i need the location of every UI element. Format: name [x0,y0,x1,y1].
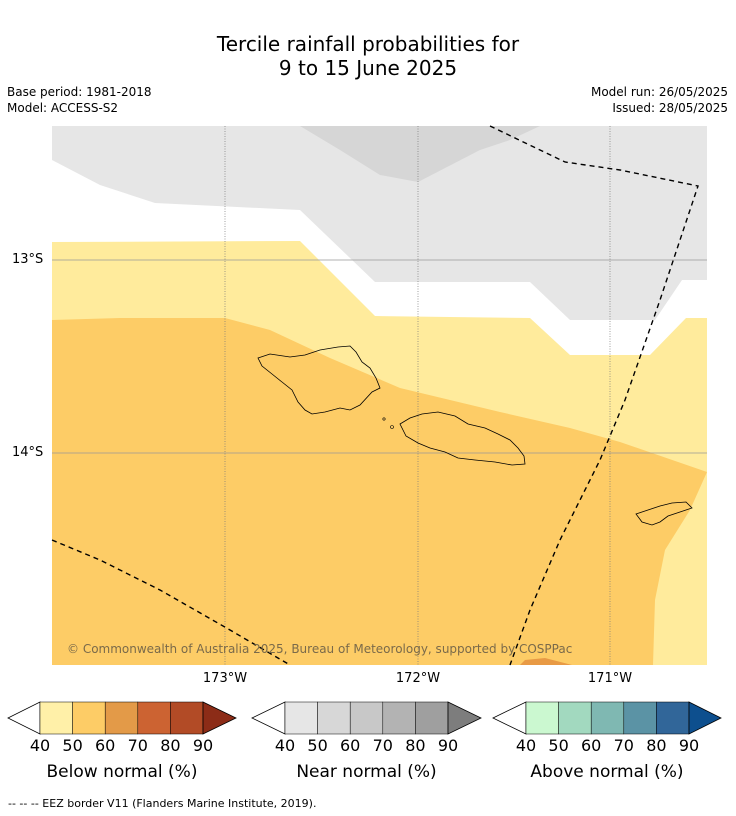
colorbar-segment [104,701,139,735]
title-line-1: Tercile rainfall probabilities for [216,32,520,56]
colorbar-tick-label: 50 [307,736,328,755]
colorbar-segment [317,701,351,735]
colorbar-segment [558,701,592,735]
colorbar-1 [7,701,237,735]
colorbar-tick-label: 40 [274,736,296,755]
base-period: Base period: 1981-2018 [7,85,152,99]
colorbar-segment [623,701,657,735]
colorbar-tick-label: 70 [613,736,634,755]
savaii-island [257,345,381,415]
colorbar-2 [251,701,482,735]
colorbar-tick-label: 60 [340,736,361,755]
model-run: Model run: 26/05/2025 [590,85,728,99]
colorbar-tick-label: 80 [405,736,426,755]
eez-footnote: -- -- -- EEZ border V11 (Flanders Marine… [8,797,317,810]
lon-label-172w: 172°W [395,671,441,686]
colorbar-max-arrow [202,701,237,735]
colorbar-tick-label: 80 [646,736,667,755]
colorbar-tick-label: 90 [437,736,459,755]
near-normal-high-region [300,126,540,182]
eez-border [489,125,699,666]
colorbar-segment [349,701,384,735]
colorbar-label: Above normal (%) [530,762,684,782]
colorbar-tick-label: 40 [515,736,537,755]
colorbar-tick-label: 90 [192,736,214,755]
colorbar-min-arrow [7,701,41,735]
colorbar-segment [72,701,106,735]
colorbar-tick-label: 60 [95,736,116,755]
colorbar-segment [137,701,171,735]
colorbar-tick-label: 90 [678,736,700,755]
colorbar-segment [382,701,416,735]
colorbar-segment [284,701,318,735]
colorbar-tick-label: 40 [29,736,51,755]
colorbar-tick-label: 70 [372,736,393,755]
colorbar-min-arrow [492,701,527,735]
colorbar-max-arrow [688,701,722,735]
lat-label-14s: 14°S [12,445,44,460]
title-line-2: 9 to 15 June 2025 [278,56,458,80]
islet [390,425,394,429]
upolu-island [399,411,526,466]
lon-label-173w: 173°W [202,671,248,686]
issued-date: Issued: 28/05/2025 [612,101,728,115]
colorbar-segment [525,701,559,735]
tutuila-island [635,501,693,526]
colorbar-label: Near normal (%) [296,762,437,782]
eez-border [51,539,291,666]
colorbar-segment [656,701,690,735]
below-normal-60-region [520,658,572,665]
colorbar-tick-label: 70 [127,736,148,755]
lon-label-171w: 171°W [587,671,633,686]
colorbar-segment [590,701,625,735]
colorbar-tick-label: 50 [548,736,569,755]
lat-label-13s: 13°S [12,252,44,267]
colorbar-segment [415,701,449,735]
colorbar-3 [492,701,722,735]
near-normal-region [52,126,707,320]
colorbar-max-arrow [447,701,482,735]
model-name: Model: ACCESS-S2 [7,101,119,115]
colorbar-tick-label: 50 [62,736,83,755]
islet [382,417,386,421]
colorbar-segment [39,701,73,735]
colorbar-segment [170,701,204,735]
colorbar-tick-label: 60 [581,736,602,755]
colorbar-tick-label: 80 [160,736,181,755]
colorbar-min-arrow [251,701,286,735]
colorbar-label: Below normal (%) [46,762,198,782]
copyright-notice: © Commonwealth of Australia 2025, Bureau… [67,642,573,656]
